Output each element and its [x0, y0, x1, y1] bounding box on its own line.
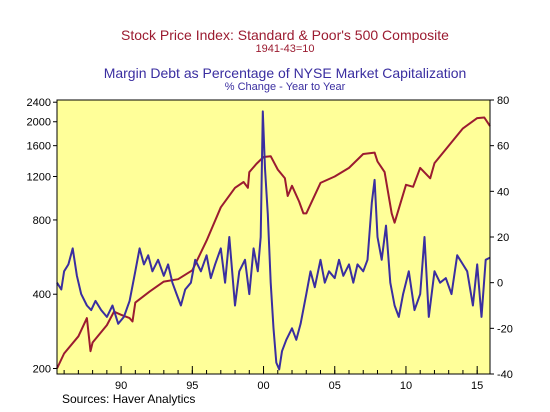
left-tick-label: 2000	[27, 117, 51, 129]
chart-title: Stock Price Index: Standard & Poor's 500…	[121, 27, 449, 43]
x-tick-label: 10	[400, 380, 412, 392]
chart-title-2: Margin Debt as Percentage of NYSE Market…	[104, 65, 467, 81]
x-tick-label: 15	[471, 380, 483, 392]
left-tick-label: 2400	[27, 97, 51, 109]
plot-frame	[56, 99, 491, 375]
left-tick-label: 800	[33, 215, 51, 227]
left-tick-label: 200	[33, 364, 51, 376]
left-tick-label: 1200	[27, 171, 51, 183]
right-tick-label: -40	[497, 369, 513, 381]
chart-subtitle-2: % Change - Year to Year	[225, 81, 346, 93]
right-tick-label: 60	[497, 141, 509, 153]
x-tick-label: 05	[329, 380, 341, 392]
right-tick-label: 80	[497, 95, 509, 107]
right-axis: -40 -20 0 20 40 60 80	[490, 95, 513, 381]
right-tick-label: 0	[497, 278, 503, 290]
left-axis: 200 400 800 1200 1600 2000 2400	[27, 97, 57, 376]
x-tick-label: 00	[257, 380, 269, 392]
chart-subtitle: 1941-43=10	[255, 43, 314, 55]
left-tick-label: 400	[33, 289, 51, 301]
left-tick-label: 1600	[27, 141, 51, 153]
x-tick-label: 90	[115, 380, 127, 392]
x-axis: 90 95 00 05 10 15	[63, 366, 483, 392]
right-tick-label: -20	[497, 323, 513, 335]
source-note: Sources: Haver Analytics	[62, 392, 195, 406]
series-line-margin-debt	[56, 110, 491, 371]
right-tick-label: 20	[497, 232, 509, 244]
right-tick-label: 40	[497, 186, 509, 198]
x-tick-label: 95	[186, 380, 198, 392]
